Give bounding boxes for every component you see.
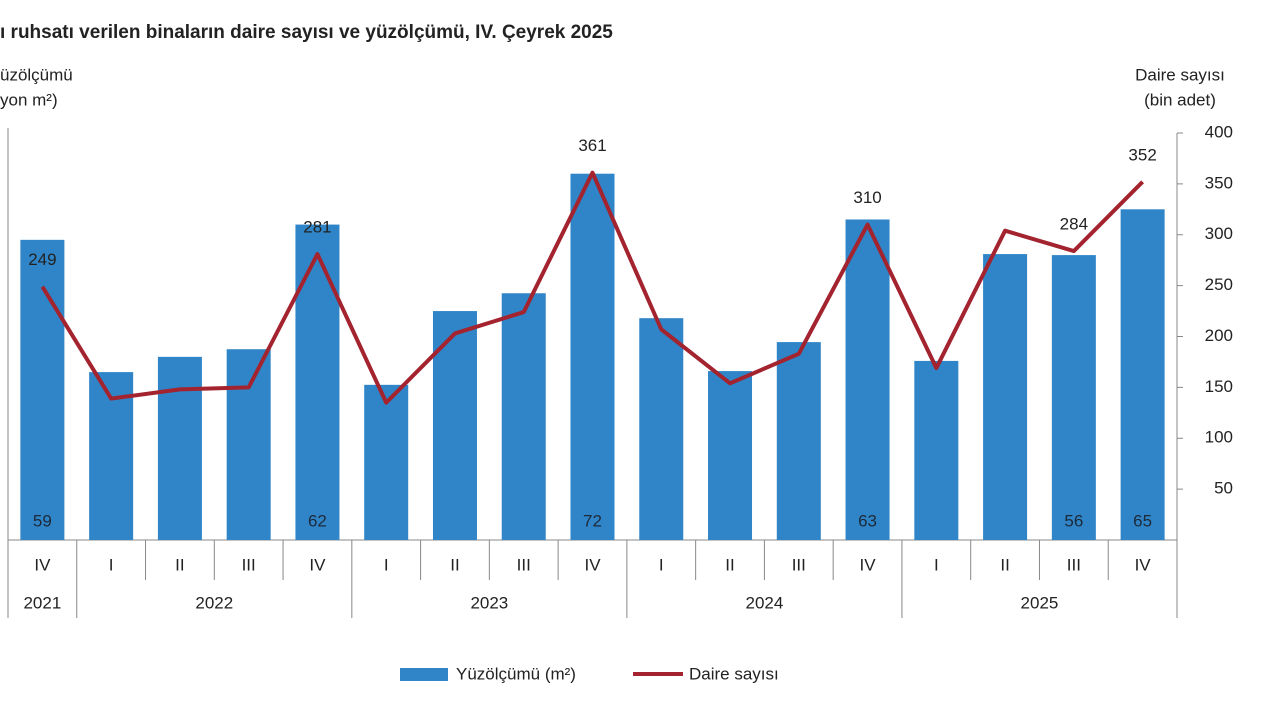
bar — [639, 318, 684, 540]
y2-axis-title: (bin adet) — [1144, 90, 1216, 109]
chart-title: ı ruhsatı verilen binaların daire sayısı… — [0, 22, 613, 43]
y2-tick-label: 50 — [1214, 479, 1233, 498]
bar — [708, 371, 753, 540]
line-value-label: 310 — [853, 188, 881, 207]
x-tick-label: II — [175, 555, 184, 574]
x-tick-label: IV — [34, 555, 51, 574]
y2-axis-title: Daire sayısı — [1135, 65, 1225, 84]
line — [40, 170, 1145, 405]
x-tick-label: I — [384, 555, 389, 574]
bar — [570, 173, 615, 540]
x-tick-label: I — [659, 555, 664, 574]
bar — [501, 293, 546, 540]
x-tick-label: IV — [1135, 555, 1152, 574]
x-group-label: 2023 — [470, 593, 508, 612]
bar — [1051, 255, 1096, 540]
legend-label: Yüzölçümü (m²) — [456, 664, 576, 683]
y2-tick-label: 100 — [1205, 428, 1233, 447]
bar — [983, 254, 1028, 540]
x-tick-label: II — [725, 555, 734, 574]
line-value-label: 361 — [578, 136, 606, 155]
legend-swatch — [400, 668, 448, 681]
x-tick-label: III — [792, 555, 806, 574]
bar — [364, 384, 409, 540]
x-tick-label: III — [517, 555, 531, 574]
y2-tick-label: 350 — [1205, 173, 1233, 192]
bar — [845, 219, 890, 541]
bar-value-label: 59 — [33, 511, 52, 530]
bar — [432, 311, 477, 540]
bar — [295, 224, 340, 540]
bar — [914, 360, 959, 540]
line-value-label: 284 — [1060, 215, 1088, 234]
x-tick-label: IV — [860, 555, 877, 574]
bar — [157, 356, 202, 540]
bar-value-label: 62 — [308, 511, 327, 530]
x-tick-label: II — [450, 555, 459, 574]
bar — [1120, 209, 1165, 540]
y2-tick-label: 300 — [1205, 224, 1233, 243]
x-tick-label: III — [1067, 555, 1081, 574]
x-tick-label: IV — [584, 555, 601, 574]
y2-tick-label: 200 — [1205, 326, 1233, 345]
x-tick-label: II — [1000, 555, 1009, 574]
x-group-label: 2022 — [195, 593, 233, 612]
line-value-label: 249 — [28, 250, 56, 269]
bar — [776, 342, 821, 540]
y2-tick-label: 250 — [1205, 275, 1233, 294]
bar-value-label: 65 — [1133, 511, 1152, 530]
bar-value-label: 56 — [1064, 511, 1083, 530]
x-group-label: 2024 — [745, 593, 783, 612]
y-axis-title: üzölçümü — [0, 65, 73, 84]
bar — [20, 239, 65, 540]
x-group-label: 2021 — [23, 593, 61, 612]
bar — [226, 349, 271, 540]
bar-value-label: 72 — [583, 511, 602, 530]
line-value-label: 281 — [303, 218, 331, 237]
x-tick-label: III — [242, 555, 256, 574]
x-tick-label: IV — [309, 555, 326, 574]
x-tick-label: I — [934, 555, 939, 574]
legend-label: Daire sayısı — [689, 664, 779, 683]
x-tick-label: I — [109, 555, 114, 574]
line-value-label: 352 — [1128, 145, 1156, 164]
y2-tick-label: 150 — [1205, 377, 1233, 396]
y-axis-title: yon m²) — [0, 90, 58, 109]
y2-tick-label: 400 — [1205, 122, 1233, 141]
x-group-label: 2025 — [1021, 593, 1059, 612]
bar-value-label: 63 — [858, 511, 877, 530]
